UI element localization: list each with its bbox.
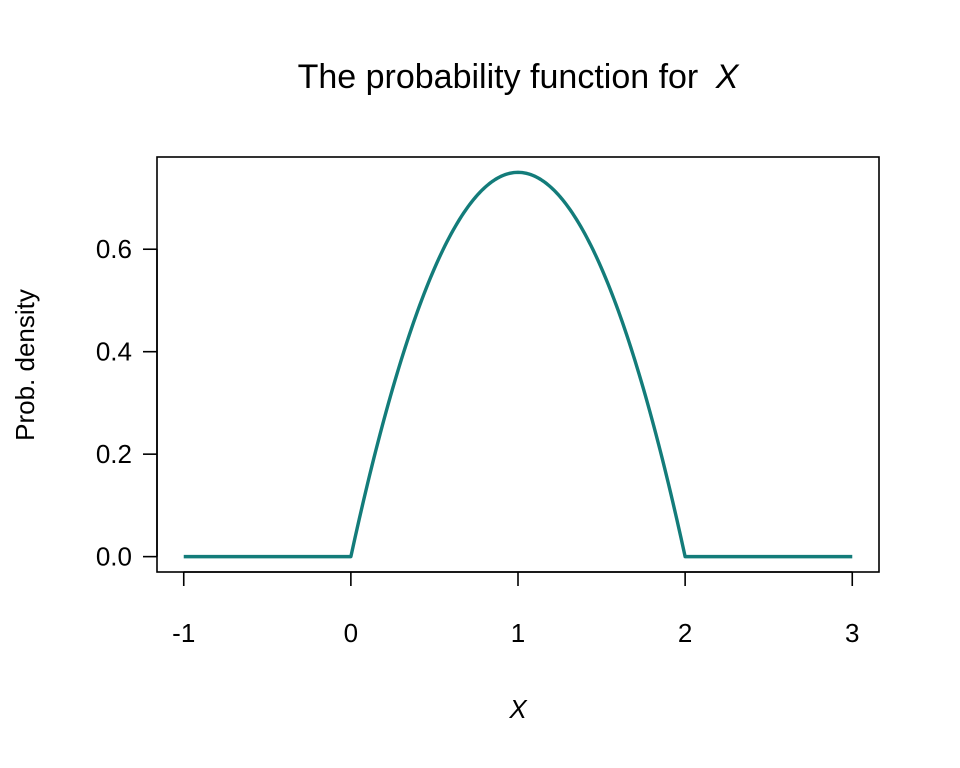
y-tick-label: 0.4 [96, 337, 132, 367]
chart-title-text: The probability function for [298, 58, 699, 96]
x-tick-label: 3 [845, 618, 859, 648]
x-tick-label: 2 [678, 618, 692, 648]
chart-title-variable: X [715, 58, 740, 96]
x-tick-label: 1 [511, 618, 525, 648]
plot-frame [156, 156, 880, 573]
chart-title: The probability function for X [298, 58, 740, 96]
y-tick-label: 0.2 [96, 439, 132, 469]
y-tick-label: 0.6 [96, 234, 132, 264]
y-tick-label: 0.0 [96, 542, 132, 572]
x-tick-label: -1 [172, 618, 195, 648]
x-axis-label: X [508, 694, 528, 724]
x-axis: -1 0 1 2 3 [172, 571, 859, 648]
y-axis-label: Prob. density [10, 289, 40, 441]
series-layer [183, 170, 853, 559]
y-axis: 0.0 0.2 0.4 0.6 [96, 234, 158, 572]
x-tick-label: 0 [344, 618, 358, 648]
density-line [183, 170, 853, 559]
